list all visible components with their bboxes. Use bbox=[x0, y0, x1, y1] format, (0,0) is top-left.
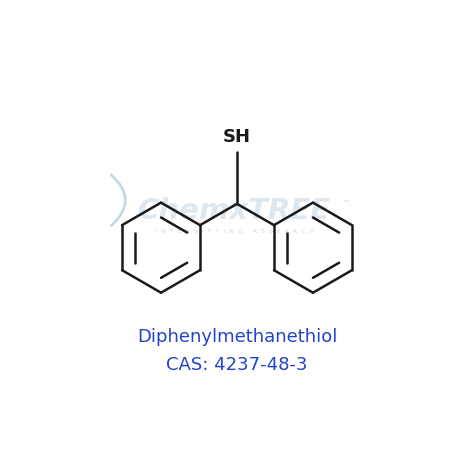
Text: ChemxTREE: ChemxTREE bbox=[138, 197, 331, 225]
Text: Diphenylmethanethiol: Diphenylmethanethiol bbox=[137, 328, 337, 346]
Text: ™: ™ bbox=[342, 199, 350, 207]
Text: CAS: 4237-48-3: CAS: 4237-48-3 bbox=[166, 356, 308, 374]
Text: SH: SH bbox=[223, 128, 251, 146]
Text: I  N  T  E  N  S  I  F  Y  I  N  G     R  E  S  E  A  R  C  H: I N T E N S I F Y I N G R E S E A R C H bbox=[155, 229, 314, 234]
